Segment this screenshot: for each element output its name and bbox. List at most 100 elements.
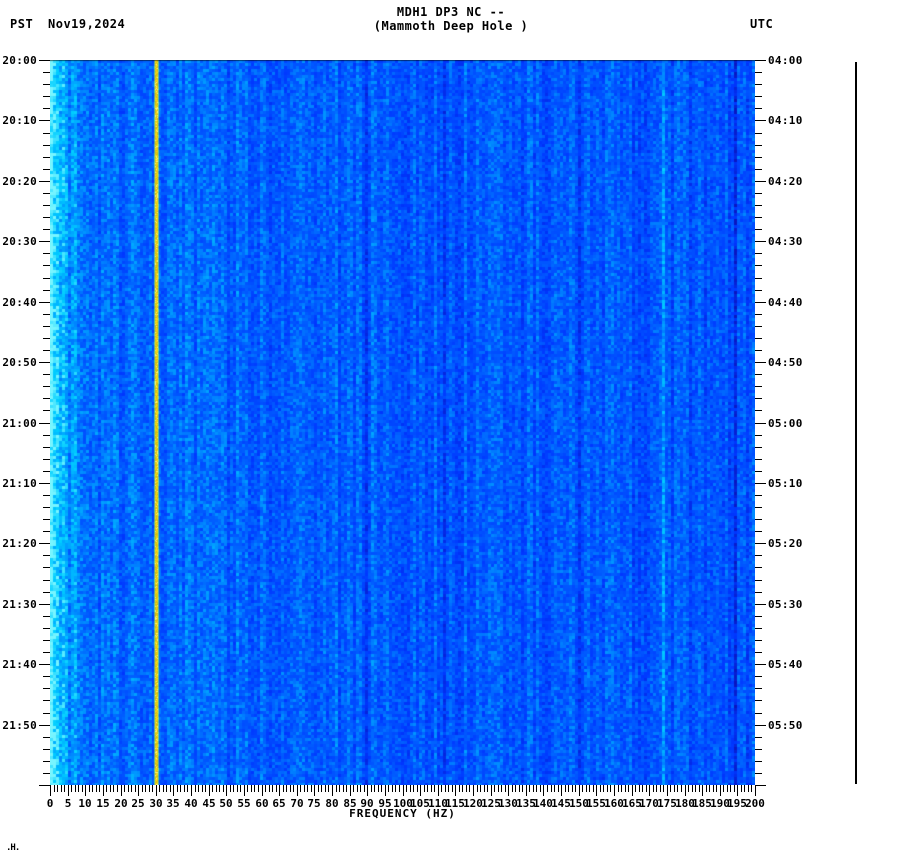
minor-tick-frequency — [202, 785, 203, 792]
minor-tick-frequency — [346, 785, 347, 792]
tick-label-pst: 20:00 — [2, 54, 37, 67]
tick-label-utc: 05:40 — [768, 658, 803, 671]
minor-tick-frequency — [498, 785, 499, 792]
minor-tick-frequency — [674, 785, 675, 792]
minor-tick-frequency — [448, 785, 449, 792]
minor-tick-frequency — [290, 785, 291, 792]
minor-tick-pst — [43, 773, 50, 774]
minor-tick-frequency — [727, 785, 728, 792]
minor-tick-frequency — [512, 785, 513, 792]
minor-tick-frequency — [283, 785, 284, 792]
major-tick-frequency — [403, 785, 404, 796]
minor-tick-frequency — [699, 785, 700, 792]
minor-tick-frequency — [276, 785, 277, 792]
minor-tick-frequency — [195, 785, 196, 792]
timezone-label-utc: UTC — [750, 17, 774, 31]
minor-tick-frequency — [131, 785, 132, 792]
minor-tick-frequency — [237, 785, 238, 792]
major-tick-frequency — [685, 785, 686, 796]
minor-tick-pst — [43, 96, 50, 97]
major-tick-utc — [755, 302, 766, 303]
minor-tick-frequency — [741, 785, 742, 792]
tick-label-frequency: 40 — [184, 797, 198, 810]
minor-tick-frequency — [635, 785, 636, 792]
tick-label-utc: 05:30 — [768, 598, 803, 611]
tick-label-frequency: 115 — [445, 797, 465, 810]
corner-mark: .H. — [6, 843, 20, 853]
minor-tick-frequency — [163, 785, 164, 792]
minor-tick-frequency — [212, 785, 213, 792]
minor-tick-frequency — [547, 785, 548, 792]
major-tick-frequency — [667, 785, 668, 796]
spectrogram-image — [50, 60, 755, 785]
tick-label-pst: 20:50 — [2, 356, 37, 369]
minor-tick-utc — [755, 640, 762, 641]
major-tick-utc — [755, 181, 766, 182]
minor-tick-frequency — [152, 785, 153, 792]
minor-tick-utc — [755, 495, 762, 496]
minor-tick-pst — [43, 676, 50, 677]
minor-tick-frequency — [318, 785, 319, 792]
minor-tick-frequency — [663, 785, 664, 792]
minor-tick-frequency — [177, 785, 178, 792]
minor-tick-frequency — [477, 785, 478, 792]
tick-label-frequency: 120 — [463, 797, 483, 810]
minor-tick-frequency — [336, 785, 337, 792]
station-title-line1: MDH1 DP3 NC -- — [396, 5, 506, 19]
tick-label-frequency: 200 — [745, 797, 765, 810]
minor-tick-frequency — [159, 785, 160, 792]
tick-label-frequency: 190 — [710, 797, 730, 810]
minor-tick-frequency — [254, 785, 255, 792]
tick-label-pst: 20:20 — [2, 175, 37, 188]
minor-tick-frequency — [480, 785, 481, 792]
major-tick-utc — [755, 241, 766, 242]
minor-tick-frequency — [621, 785, 622, 792]
minor-tick-frequency — [709, 785, 710, 792]
minor-tick-utc — [755, 519, 762, 520]
minor-tick-utc — [755, 616, 762, 617]
minor-tick-utc — [755, 96, 762, 97]
minor-tick-frequency — [603, 785, 604, 792]
minor-tick-utc — [755, 278, 762, 279]
tick-label-frequency: 110 — [428, 797, 448, 810]
minor-tick-frequency — [533, 785, 534, 792]
minor-tick-frequency — [431, 785, 432, 792]
minor-tick-utc — [755, 205, 762, 206]
tick-label-frequency: 130 — [498, 797, 518, 810]
tick-label-pst: 21:00 — [2, 417, 37, 430]
spectrogram-plot-area — [50, 60, 755, 785]
major-tick-utc — [755, 423, 766, 424]
minor-tick-pst — [43, 133, 50, 134]
minor-tick-utc — [755, 773, 762, 774]
major-tick-pst — [39, 785, 50, 786]
minor-tick-frequency — [487, 785, 488, 792]
tick-label-pst: 20:40 — [2, 296, 37, 309]
minor-tick-frequency — [554, 785, 555, 792]
minor-tick-utc — [755, 676, 762, 677]
tick-label-frequency: 85 — [343, 797, 357, 810]
minor-tick-frequency — [357, 785, 358, 792]
minor-tick-pst — [43, 507, 50, 508]
minor-tick-utc — [755, 145, 762, 146]
minor-tick-utc — [755, 555, 762, 556]
minor-tick-frequency — [82, 785, 83, 792]
minor-tick-frequency — [233, 785, 234, 792]
minor-tick-frequency — [424, 785, 425, 792]
tick-label-utc: 04:10 — [768, 114, 803, 127]
tick-label-pst: 21:40 — [2, 658, 37, 671]
minor-tick-frequency — [187, 785, 188, 792]
minor-tick-pst — [43, 567, 50, 568]
date-label: Nov19,2024 — [48, 17, 126, 31]
tick-label-frequency: 0 — [46, 797, 54, 810]
minor-tick-frequency — [434, 785, 435, 792]
major-tick-frequency — [85, 785, 86, 796]
minor-tick-utc — [755, 580, 762, 581]
minor-tick-frequency — [515, 785, 516, 792]
major-tick-frequency — [491, 785, 492, 796]
minor-tick-pst — [43, 580, 50, 581]
minor-tick-pst — [43, 749, 50, 750]
minor-tick-utc — [755, 386, 762, 387]
minor-tick-frequency — [639, 785, 640, 792]
minor-tick-frequency — [92, 785, 93, 792]
minor-tick-pst — [43, 471, 50, 472]
